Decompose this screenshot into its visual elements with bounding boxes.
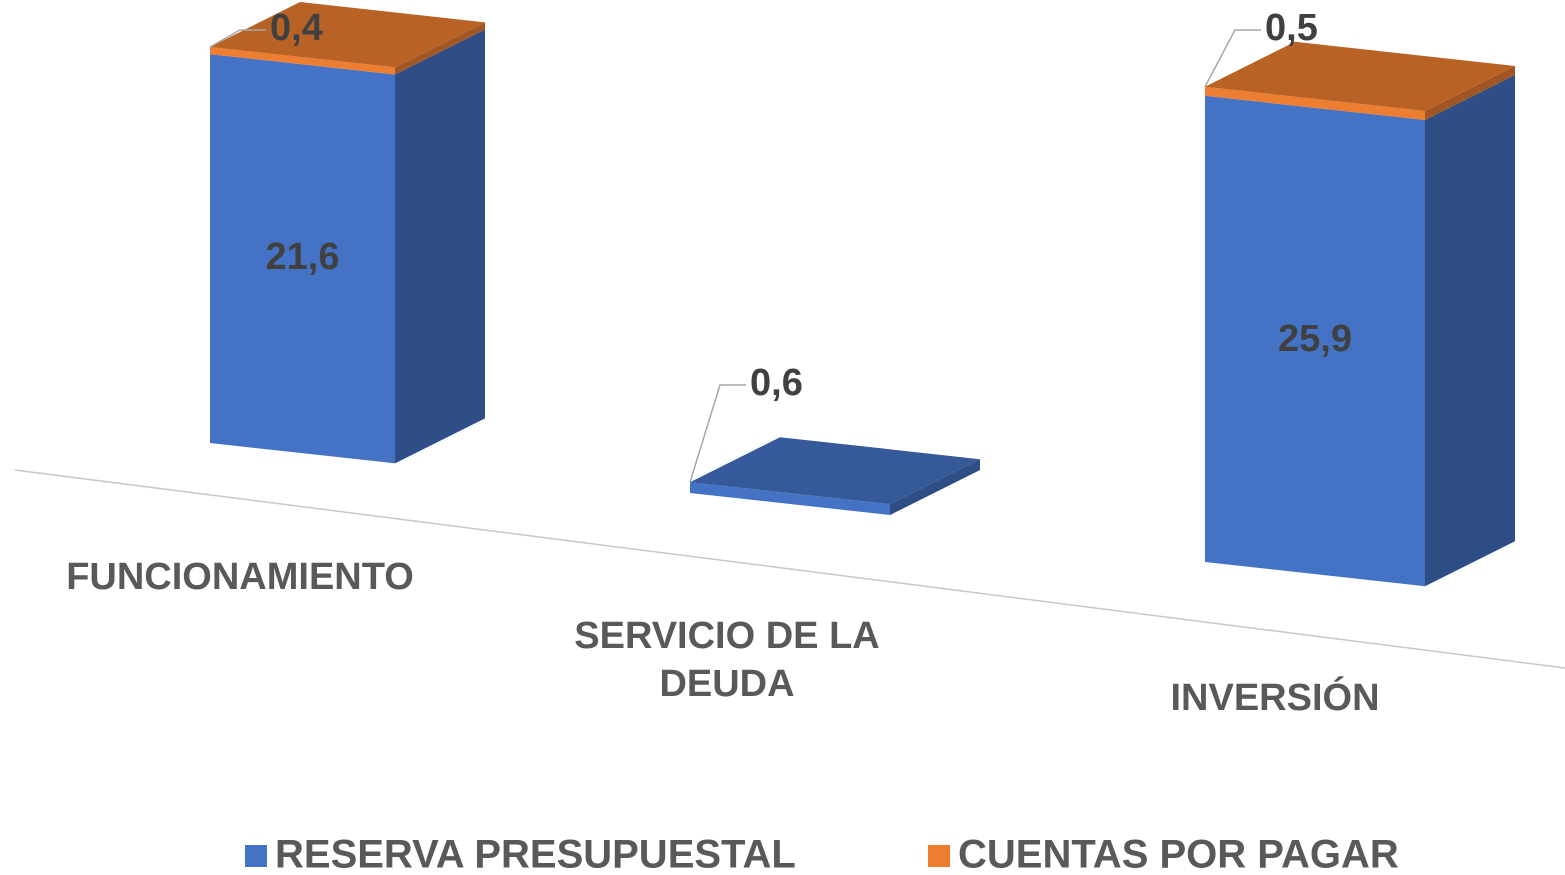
legend-swatch — [245, 845, 267, 867]
bar-segment — [210, 47, 395, 75]
bar-segment — [210, 54, 395, 464]
leader-line — [209, 29, 266, 48]
legend-swatch — [928, 845, 950, 867]
bar-side — [395, 29, 485, 464]
x-tick-label: SERVICIO DE LA DEUDA — [574, 615, 880, 705]
bar-top — [690, 437, 980, 505]
bar-segment — [1205, 95, 1425, 587]
data-label: 0,5 — [1265, 7, 1318, 49]
x-tick-label: INVERSIÓN — [1170, 677, 1380, 719]
legend-label: CUENTAS POR PAGAR — [958, 833, 1399, 875]
data-label: 0,4 — [270, 7, 323, 49]
bar-side — [1425, 66, 1515, 120]
bar-top — [210, 2, 485, 68]
legend-label: RESERVA PRESUPUESTAL — [275, 833, 796, 875]
x-tick-label: FUNCIONAMIENTO — [66, 556, 414, 598]
bar-side — [890, 459, 980, 515]
data-label: 25,9 — [1278, 318, 1352, 360]
floor-line — [14, 469, 1565, 669]
bar-segment — [1205, 86, 1425, 120]
data-label: 0,6 — [750, 362, 803, 404]
leader-line — [1204, 29, 1261, 88]
bar-side — [395, 22, 485, 75]
bar-segment — [690, 482, 890, 515]
bar-side — [1425, 75, 1515, 587]
data-label: 21,6 — [266, 236, 340, 278]
bar-top — [1205, 41, 1515, 111]
leader-line — [689, 384, 746, 483]
